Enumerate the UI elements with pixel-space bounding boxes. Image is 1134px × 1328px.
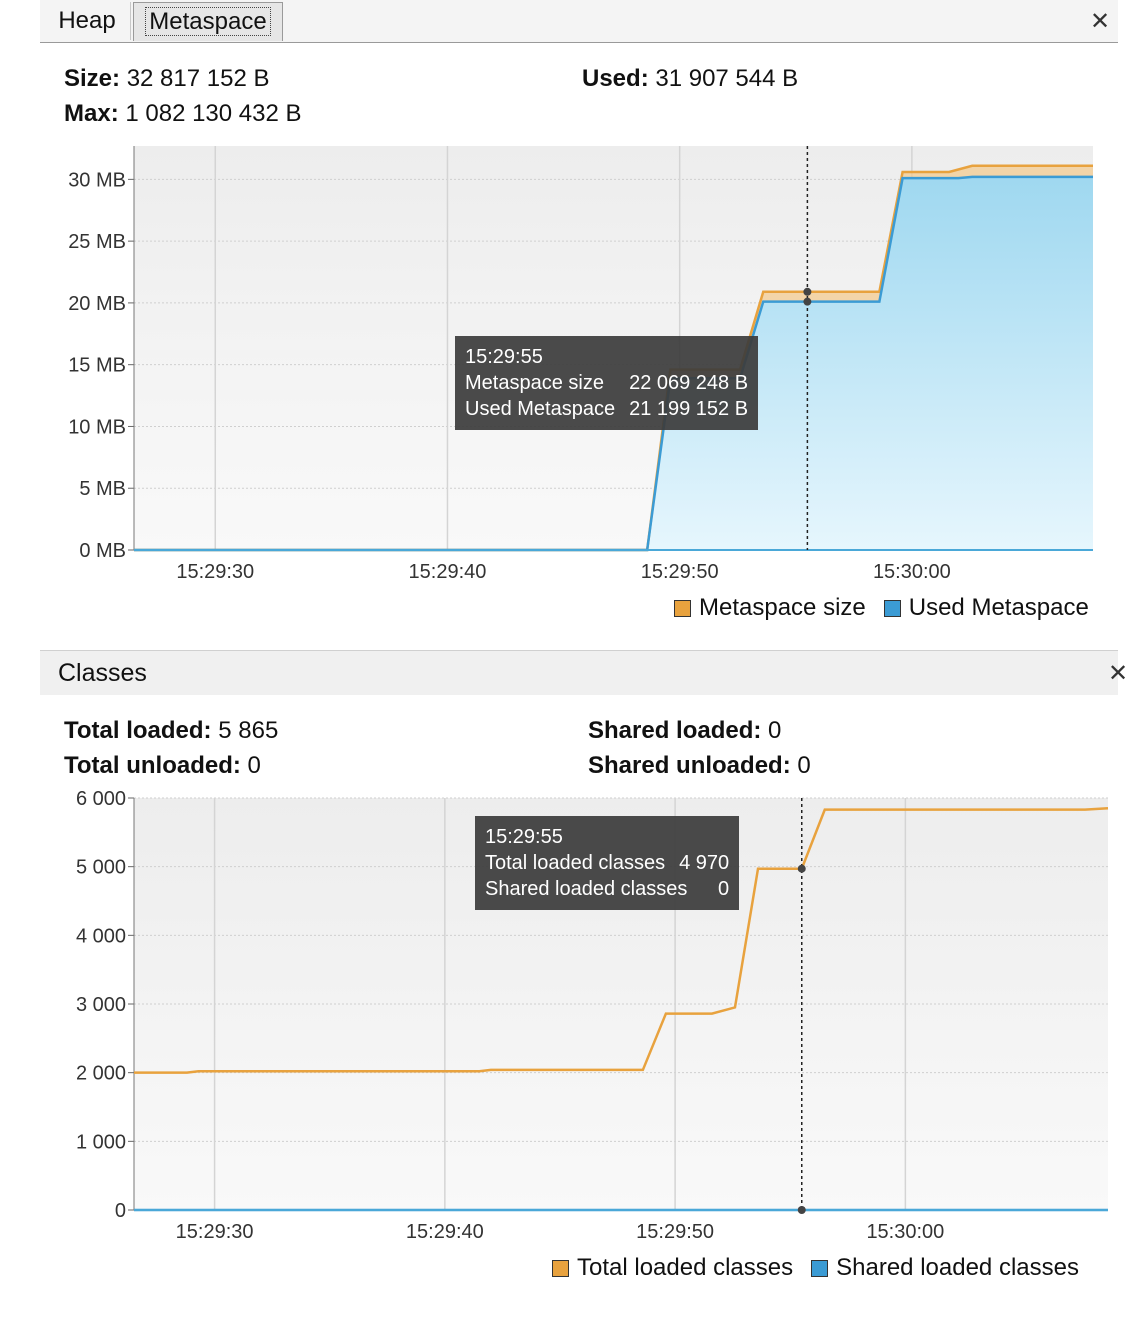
x-tick-label: 15:29:50 bbox=[641, 561, 719, 583]
y-tick-label: 0 bbox=[115, 1200, 126, 1222]
shared-unloaded-value: 0 bbox=[797, 752, 811, 779]
tooltip-row: Total loaded classes 4 970 bbox=[485, 850, 729, 876]
classes-title: Classes bbox=[58, 659, 147, 687]
y-tick-label: 15 MB bbox=[68, 355, 126, 377]
tooltip-row-label: Total loaded classes bbox=[485, 852, 666, 874]
y-tick-label: 20 MB bbox=[68, 293, 126, 315]
cursor-marker bbox=[797, 1206, 806, 1214]
classes-legend: Total loaded classes Shared loaded class… bbox=[552, 1254, 1079, 1282]
tab-heap-label: Heap bbox=[58, 7, 116, 34]
shared-loaded-value: 0 bbox=[768, 717, 782, 744]
tooltip-time: 15:29:55 bbox=[485, 826, 563, 848]
metaspace-used-info: Used: 31 907 544 B bbox=[582, 64, 798, 94]
legend-label: Used Metaspace bbox=[908, 594, 1089, 621]
legend-swatch-used-metaspace bbox=[883, 599, 901, 617]
metaspace-size-info: Size: 32 817 152 B bbox=[64, 64, 269, 94]
legend-label: Total loaded classes bbox=[577, 1254, 794, 1281]
tooltip-row-label: Used Metaspace bbox=[465, 398, 616, 420]
y-tick-label: 6 000 bbox=[76, 790, 126, 810]
x-tick-label: 15:29:40 bbox=[409, 561, 487, 583]
y-tick-label: 0 MB bbox=[79, 540, 126, 562]
metaspace-max-info: Max: 1 082 130 432 B bbox=[64, 99, 302, 129]
size-value: 32 817 152 B bbox=[126, 65, 270, 92]
tooltip-row-value: 0 bbox=[718, 878, 730, 900]
tooltip-time: 15:29:55 bbox=[465, 346, 543, 368]
metaspace-tooltip: 15:29:55 Metaspace size 22 069 248 B Use… bbox=[455, 336, 759, 430]
close-icon[interactable]: ✕ bbox=[1090, 8, 1111, 35]
y-tick-label: 25 MB bbox=[68, 231, 126, 253]
total-unloaded-value: 0 bbox=[247, 752, 261, 779]
tab-heap[interactable]: Heap bbox=[44, 2, 131, 40]
y-tick-label: 1 000 bbox=[76, 1131, 126, 1153]
series-line-total-loaded-classes bbox=[134, 807, 1109, 1074]
shared-unloaded-info: Shared unloaded: 0 bbox=[588, 751, 811, 781]
used-value: 31 907 544 B bbox=[655, 65, 799, 92]
classes-tooltip: 15:29:55 Total loaded classes 4 970 Shar… bbox=[475, 816, 740, 910]
max-value: 1 082 130 432 B bbox=[125, 100, 302, 127]
y-tick-label: 30 MB bbox=[68, 169, 126, 191]
x-tick-label: 15:29:30 bbox=[176, 561, 254, 583]
y-tick-label: 5 000 bbox=[76, 857, 126, 879]
legend-label: Metaspace size bbox=[699, 594, 866, 621]
tooltip-row: Used Metaspace 21 199 152 B bbox=[465, 396, 748, 422]
x-tick-label: 15:29:40 bbox=[406, 1221, 484, 1243]
y-tick-label: 2 000 bbox=[76, 1063, 126, 1085]
legend-swatch-total-loaded bbox=[552, 1259, 569, 1277]
metaspace-legend: Metaspace size Used Metaspace bbox=[674, 594, 1089, 622]
y-tick-label: 5 MB bbox=[79, 478, 126, 500]
series-area-used-metaspace bbox=[134, 176, 1093, 550]
y-tick-label: 3 000 bbox=[76, 994, 126, 1016]
shared-loaded-label: Shared loaded: bbox=[588, 717, 762, 744]
shared-loaded-info: Shared loaded: 0 bbox=[588, 716, 781, 746]
cursor-marker bbox=[803, 287, 812, 296]
legend-swatch-metaspace-size bbox=[674, 599, 691, 617]
total-loaded-label: Total loaded: bbox=[64, 717, 212, 744]
tab-metaspace-label: Metaspace bbox=[145, 7, 271, 36]
tab-metaspace[interactable]: Metaspace bbox=[133, 2, 283, 41]
tooltip-row-value: 22 069 248 B bbox=[629, 372, 749, 394]
series-line-used-metaspace bbox=[134, 175, 1093, 552]
tooltip-row-value: 4 970 bbox=[679, 852, 730, 874]
cursor-marker bbox=[803, 297, 812, 306]
max-label: Max: bbox=[64, 100, 119, 127]
total-loaded-value: 5 865 bbox=[218, 717, 279, 744]
close-icon[interactable]: ✕ bbox=[1108, 660, 1129, 687]
metaspace-chart[interactable]: 0 MB 5 MB 10 MB 15 MB 20 MB 25 MB 30 MB 15:29:3… bbox=[0, 130, 1134, 590]
tooltip-row: Metaspace size 22 069 248 B bbox=[465, 370, 748, 396]
total-loaded-info: Total loaded: 5 865 bbox=[64, 716, 278, 746]
tooltip-row-label: Shared loaded classes bbox=[485, 878, 688, 900]
x-tick-label: 15:30:00 bbox=[873, 561, 951, 583]
cursor-marker bbox=[797, 864, 806, 873]
size-label: Size: bbox=[64, 65, 121, 92]
classes-panel-header: Classes bbox=[40, 650, 1118, 695]
y-tick-label: 10 MB bbox=[68, 416, 126, 438]
x-tick-label: 15:29:50 bbox=[636, 1221, 714, 1243]
total-unloaded-info: Total unloaded: 0 bbox=[64, 751, 261, 781]
used-label: Used: bbox=[582, 65, 649, 92]
y-tick-label: 4 000 bbox=[76, 925, 126, 947]
x-tick-label: 15:29:30 bbox=[176, 1221, 254, 1243]
legend-swatch-shared-loaded bbox=[811, 1259, 829, 1277]
x-tick-label: 15:30:00 bbox=[866, 1221, 944, 1243]
total-unloaded-label: Total unloaded: bbox=[64, 752, 241, 779]
legend-label: Shared loaded classes bbox=[836, 1254, 1079, 1281]
tooltip-row-label: Metaspace size bbox=[465, 372, 604, 394]
shared-unloaded-label: Shared unloaded: bbox=[588, 752, 791, 779]
tooltip-row: Shared loaded classes 0 bbox=[485, 876, 729, 902]
tooltip-row-value: 21 199 152 B bbox=[629, 398, 749, 420]
